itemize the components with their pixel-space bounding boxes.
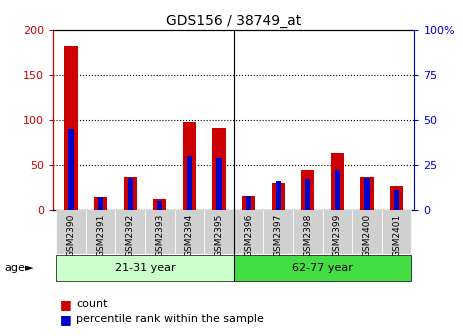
Text: count: count [76,299,108,309]
Text: GSM2399: GSM2399 [333,213,342,257]
FancyBboxPatch shape [352,210,382,254]
FancyBboxPatch shape [115,210,145,254]
Text: GSM2395: GSM2395 [214,213,224,257]
Bar [305,179,311,210]
FancyBboxPatch shape [86,210,115,254]
Bar [331,153,344,210]
Text: GSM2393: GSM2393 [155,213,164,257]
FancyBboxPatch shape [323,210,352,254]
Text: GSM2398: GSM2398 [303,213,313,257]
Text: GSM2391: GSM2391 [96,213,105,257]
Text: ■: ■ [60,313,72,326]
Title: GDS156 / 38749_at: GDS156 / 38749_at [166,14,301,28]
Bar [64,46,78,210]
Bar [335,170,340,210]
FancyBboxPatch shape [293,210,323,254]
Bar [364,178,369,210]
Bar [98,198,103,210]
Bar [153,199,167,210]
Text: age: age [5,263,25,273]
Bar [242,196,255,210]
Bar [216,158,222,210]
Bar [390,186,403,210]
FancyBboxPatch shape [145,210,175,254]
Text: 62-77 year: 62-77 year [292,263,353,273]
Text: 21-31 year: 21-31 year [115,263,175,273]
Bar [272,183,285,210]
Text: GSM2401: GSM2401 [392,213,401,257]
Bar [94,197,107,210]
Bar [301,170,314,210]
Text: GSM2400: GSM2400 [363,213,371,257]
Text: ►: ► [25,263,34,273]
Bar [394,190,399,210]
Text: GSM2397: GSM2397 [274,213,283,257]
FancyBboxPatch shape [175,210,204,254]
Text: GSM2390: GSM2390 [67,213,75,257]
FancyBboxPatch shape [56,210,86,254]
Text: GSM2396: GSM2396 [244,213,253,257]
Bar [360,177,374,210]
FancyBboxPatch shape [234,210,263,254]
Bar [187,156,192,210]
Text: ■: ■ [60,298,72,310]
FancyBboxPatch shape [382,210,412,254]
Bar [246,196,251,210]
Text: GSM2394: GSM2394 [185,213,194,257]
Bar [183,122,196,210]
FancyBboxPatch shape [234,255,412,281]
Text: GSM2392: GSM2392 [126,213,135,257]
Bar [213,128,225,210]
Bar [157,201,163,210]
FancyBboxPatch shape [263,210,293,254]
Bar [124,177,137,210]
FancyBboxPatch shape [204,210,234,254]
Bar [275,181,281,210]
Text: percentile rank within the sample: percentile rank within the sample [76,314,264,324]
FancyBboxPatch shape [56,255,234,281]
Bar [69,129,74,210]
Bar [127,178,133,210]
